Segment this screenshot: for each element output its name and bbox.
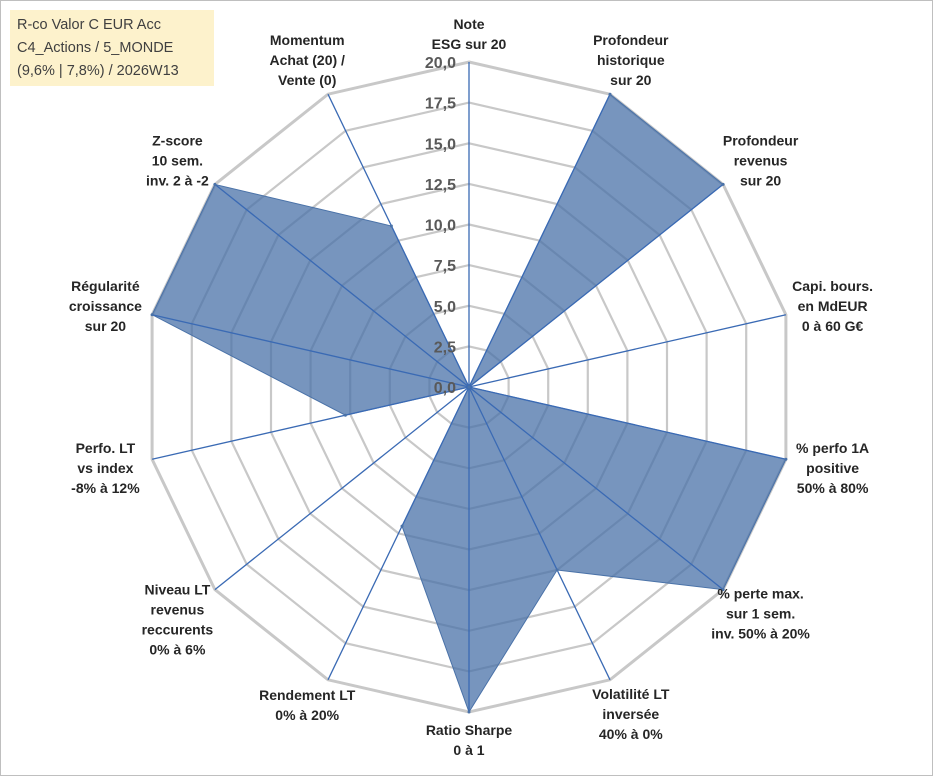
- axis-line-11: [151, 386, 470, 460]
- axis-line-6: [468, 386, 724, 591]
- axis-label-5: % perfo 1A positive 50% à 80%: [796, 440, 869, 496]
- axis-line-13: [214, 183, 470, 388]
- axis-line-9: [327, 386, 470, 681]
- tick-label-3: 7,5: [434, 258, 456, 275]
- data-point-3: [721, 182, 725, 186]
- tick-label-7: 17,5: [425, 96, 456, 113]
- tick-label-5: 12,5: [425, 177, 456, 194]
- data-point-6: [721, 588, 725, 592]
- axis-label-2: Profondeur historique sur 20: [593, 32, 669, 88]
- fund-category: C4_Actions / 5_MONDE: [17, 40, 174, 56]
- axis-line-7: [468, 386, 611, 681]
- axis-line-5: [468, 386, 787, 460]
- axis-line-12: [151, 314, 470, 388]
- axis-line-10: [214, 386, 470, 591]
- fund-name: R-co Valor C EUR Acc: [17, 17, 161, 33]
- axis-label-9: Rendement LT 0% à 20%: [259, 687, 356, 723]
- tick-label-4: 10,0: [425, 218, 456, 235]
- data-point-13: [213, 182, 217, 186]
- data-point-5: [784, 457, 788, 461]
- data-point-7: [555, 568, 559, 572]
- axis-label-8: Ratio Sharpe 0 à 1: [426, 722, 513, 758]
- axis-label-10: Niveau LT revenus reccurents 0% à 6%: [142, 582, 214, 658]
- data-point-2: [608, 92, 612, 96]
- fund-stats: (9,6% | 7,8%) / 2026W13: [17, 63, 179, 79]
- data-point-10: [467, 385, 471, 389]
- axis-line-4: [468, 314, 787, 388]
- data-point-11: [343, 413, 347, 417]
- axis-label-1: Note ESG sur 20: [432, 16, 507, 52]
- data-point-8: [467, 710, 471, 714]
- axis-line-2: [468, 93, 611, 388]
- axis-line-14: [327, 93, 470, 388]
- tick-label-0: 0,0: [434, 380, 456, 397]
- data-point-12: [150, 313, 154, 317]
- data-point-9: [400, 524, 404, 528]
- tick-label-6: 15,0: [425, 136, 456, 153]
- data-point-14: [389, 224, 393, 228]
- axis-label-4: Capi. bours. en MdEUR 0 à 60 G€: [792, 278, 873, 334]
- axis-line-3: [468, 183, 724, 388]
- tick-label-8: 20,0: [425, 55, 456, 72]
- fund-info-box: R-co Valor C EUR Acc C4_Actions / 5_MOND…: [10, 10, 214, 86]
- tick-label-2: 5,0: [434, 299, 456, 316]
- axis-label-13: Z-score 10 sem. inv. 2 à -2: [146, 133, 209, 189]
- axis-label-6: % perte max. sur 1 sem. inv. 50% à 20%: [711, 585, 810, 641]
- axis-label-12: Régularité croissance sur 20: [69, 278, 142, 334]
- axis-label-14: Momentum Achat (20) / Vente (0): [269, 32, 345, 88]
- axis-label-7: Volatilité LT inversée 40% à 0%: [592, 686, 670, 742]
- axis-label-3: Profondeur revenus sur 20: [723, 133, 799, 189]
- axis-label-11: Perfo. LT vs index -8% à 12%: [71, 440, 140, 496]
- tick-label-1: 2,5: [434, 339, 456, 356]
